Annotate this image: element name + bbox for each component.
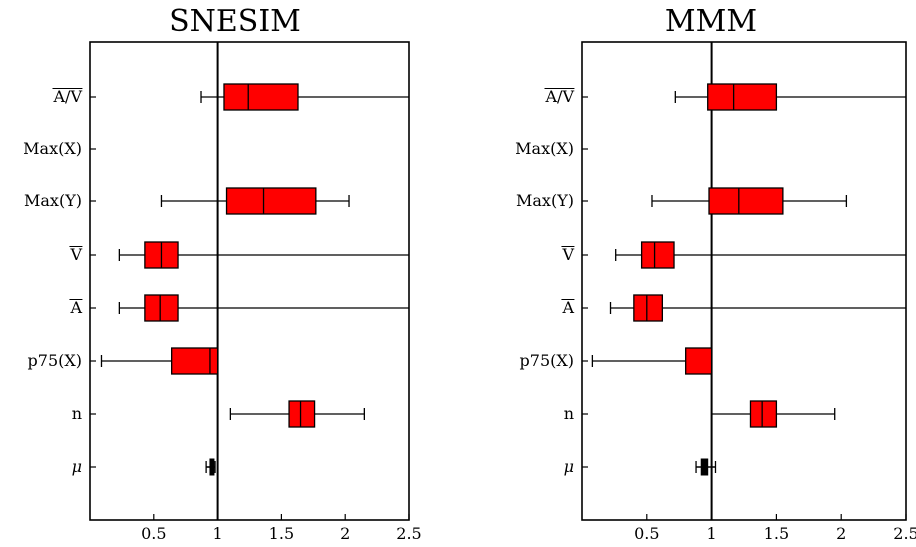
- snesim-category-label: Max(Y): [24, 191, 82, 210]
- snesim-category-label: A: [69, 298, 82, 317]
- mmm-category-label: A: [561, 298, 574, 317]
- mmm-x-tick-label: 0.5: [634, 524, 659, 543]
- snesim-category-label: μ: [72, 457, 82, 476]
- snesim-category-label: Max(X): [23, 139, 82, 158]
- mmm-title: MMM: [665, 4, 757, 39]
- mmm-category-label: Max(Y): [516, 191, 574, 210]
- snesim-panel: SNESIM 0.5 1 1.5 2 2.5 A/V Max(X) Max(Y) V Ap75(X…: [23, 4, 422, 543]
- mmm-box: [749, 400, 778, 428]
- mmm-x-tick-label: 1: [707, 524, 717, 543]
- snesim-category-label: n: [72, 404, 82, 423]
- mmm-category-label: Max(X): [515, 139, 574, 158]
- snesim-box: [171, 347, 219, 375]
- snesim-box: [209, 458, 215, 476]
- mmm-category-label: μ: [564, 457, 574, 476]
- snesim-category-label: A/V: [53, 87, 83, 106]
- mmm-category-label: p75(X): [520, 351, 574, 370]
- mmm-box: [707, 83, 778, 111]
- mmm-x-tick-label: 2.5: [893, 524, 916, 543]
- snesim-x-tick-label: 2: [340, 524, 350, 543]
- mmm-box: [633, 294, 664, 322]
- mmm-box: [640, 241, 675, 269]
- snesim-category-label: p75(X): [28, 351, 82, 370]
- mmm-x-tick-label: 1.5: [764, 524, 789, 543]
- mmm-box: [700, 458, 709, 476]
- mmm-box: [685, 347, 713, 375]
- snesim-box: [225, 187, 317, 215]
- snesim-x-tick-label: 1.5: [269, 524, 294, 543]
- snesim-box: [144, 294, 179, 322]
- mmm-x-tick-label: 2: [836, 524, 846, 543]
- mmm-box: [708, 187, 784, 215]
- mmm-category-label: V: [561, 245, 574, 264]
- snesim-box: [223, 83, 299, 111]
- snesim-category-label: V: [69, 245, 82, 264]
- snesim-plot-frame: [89, 41, 410, 521]
- mmm-plot-frame: [581, 41, 907, 521]
- mmm-category-label: n: [564, 404, 574, 423]
- snesim-title: SNESIM: [169, 4, 301, 39]
- snesim-x-tick-label: 0.5: [141, 524, 166, 543]
- snesim-box: [288, 400, 316, 428]
- mmm-category-label: A/V: [545, 87, 575, 106]
- snesim-x-tick-label: 2.5: [396, 524, 421, 543]
- snesim-x-tick-label: 1: [213, 524, 223, 543]
